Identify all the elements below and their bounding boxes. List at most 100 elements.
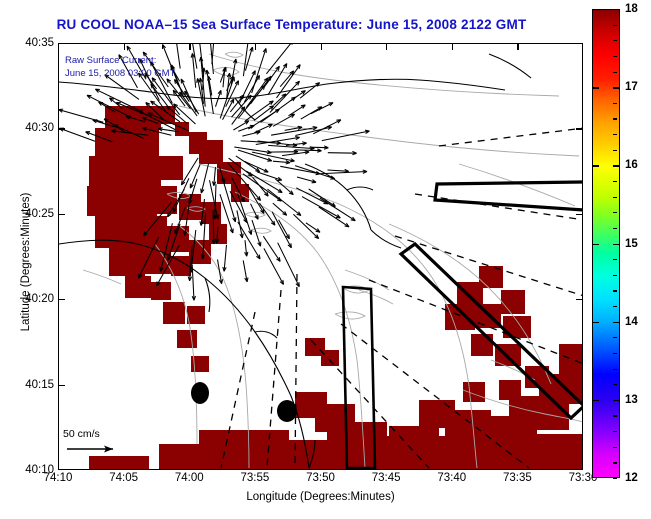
colorbar-tick-label: 14 (625, 315, 638, 328)
colorbar-minor-tick (613, 259, 617, 261)
sst-pixel (129, 128, 159, 158)
coastline (59, 53, 532, 469)
y-tick-mark (58, 384, 65, 386)
colorbar-minor-tick (613, 196, 617, 198)
station-markers (191, 382, 297, 422)
sst-pixel (559, 344, 582, 374)
vector-scale-label: 50 cm/s (63, 428, 100, 440)
x-tick-label: 73:50 (306, 472, 335, 484)
colorbar-tick-mark (592, 243, 599, 245)
colorbar-minor-tick (613, 415, 617, 417)
x-tick-label: 74:05 (109, 472, 139, 484)
sst-raster-layer (87, 106, 582, 469)
colorbar-minor-tick (613, 87, 617, 89)
sst-pixel (109, 248, 145, 276)
sst-pixel (445, 304, 475, 330)
colorbar-tick-mark (592, 399, 599, 402)
sst-pixel (175, 122, 189, 136)
dashed-radial-lines (220, 127, 582, 469)
sst-pixel (457, 282, 483, 306)
y-tick-mark (58, 299, 65, 301)
colorbar-tick-label: 16 (625, 159, 638, 172)
sst-pixel (521, 400, 569, 430)
sst-pixel (463, 382, 485, 402)
x-tick-mark-top (386, 43, 388, 50)
sst-pixel (459, 434, 582, 469)
x-tick-label: 74:10 (43, 472, 73, 484)
sst-pixel (89, 456, 149, 469)
map-plot-area[interactable]: Raw Surface Current: June 15, 2008 03:00… (58, 43, 583, 470)
transect-box-vertical (341, 285, 377, 469)
colorbar-minor-tick (613, 212, 617, 214)
colorbar-tick-mark (592, 321, 599, 324)
y-tick-label: 40:30 (25, 122, 54, 135)
sst-pixel (305, 338, 325, 356)
figure-title: RU COOL NOAA–15 Sea Surface Temperature:… (56, 17, 527, 32)
sst-pixel (321, 350, 339, 366)
x-tick-mark-top (123, 43, 125, 50)
colorbar-minor-tick (613, 384, 617, 386)
y-tick-mark-right (576, 299, 583, 301)
y-tick-mark-right (576, 128, 583, 130)
colorbar-tick-label: 15 (625, 237, 638, 250)
sst-pixel (125, 276, 151, 298)
sst-pixel (499, 380, 521, 400)
colorbar-minor-tick (613, 352, 617, 355)
station-marker-1 (191, 382, 209, 404)
sst-pixel (137, 216, 167, 248)
x-tick-mark-top (320, 43, 322, 50)
colorbar-minor-tick (613, 321, 617, 323)
sst-pixel (501, 290, 525, 314)
sst-pixel (163, 302, 185, 324)
transect-box-north (433, 180, 582, 212)
colorbar-minor-tick (613, 134, 617, 136)
colorbar-minor-tick (613, 446, 617, 448)
colorbar-minor-tick (613, 462, 617, 464)
x-tick-label: 73:40 (437, 472, 467, 484)
sst-pixel (189, 240, 211, 264)
sst-pixel (89, 156, 127, 186)
colorbar-minor-tick (613, 118, 617, 120)
colorbar-minor-tick (613, 180, 617, 183)
colorbar-minor-tick (613, 24, 617, 26)
colorbar-minor-tick (613, 431, 617, 433)
sst-pixel (151, 282, 171, 300)
y-tick-label: 40:15 (25, 378, 54, 391)
colorbar-minor-tick (613, 71, 617, 73)
colorbar-tick-mark (592, 165, 599, 167)
x-tick-label: 74:00 (174, 472, 204, 484)
transect-overlay-layer (191, 127, 582, 469)
colorbar-minor-tick (613, 399, 617, 402)
colorbar-minor-tick (613, 227, 617, 230)
colorbar-tick-mark (592, 87, 599, 89)
colorbar-minor-tick (613, 274, 617, 276)
arrow-right-icon (67, 445, 113, 453)
sst-pixel (87, 186, 127, 216)
sst-pixel (201, 202, 221, 224)
y-tick-label: 40:10 (25, 464, 54, 476)
x-tick-label: 73:55 (240, 472, 270, 484)
colorbar-minor-tick (613, 478, 617, 480)
x-tick-mark-top (451, 43, 454, 50)
sst-pixel (171, 256, 191, 276)
vector-scale-key: 50 cm/s (63, 428, 125, 461)
sst-pixel (127, 156, 161, 186)
sst-pixel (125, 186, 157, 216)
y-tick-label: 40:35 (25, 37, 54, 49)
transect-box-diagonal (398, 241, 582, 421)
x-tick-label: 73:35 (502, 472, 532, 484)
colorbar-minor-tick (613, 337, 617, 339)
y-tick-label: 40:25 (25, 207, 54, 220)
colorbar-minor-tick (613, 102, 617, 104)
current-vectors (59, 44, 370, 301)
sst-pixel (161, 156, 183, 180)
x-tick-mark-top (517, 43, 519, 50)
colorbar-minor-tick (613, 290, 617, 292)
colorbar-minor-tick (613, 149, 617, 151)
x-tick-mark-top (254, 43, 257, 50)
annotation-line-2: June 15, 2008 03:00 GMT (65, 68, 176, 79)
colorbar-minor-tick (613, 9, 617, 11)
x-tick-label: 73:45 (371, 472, 401, 484)
colorbar-minor-tick (613, 40, 617, 42)
